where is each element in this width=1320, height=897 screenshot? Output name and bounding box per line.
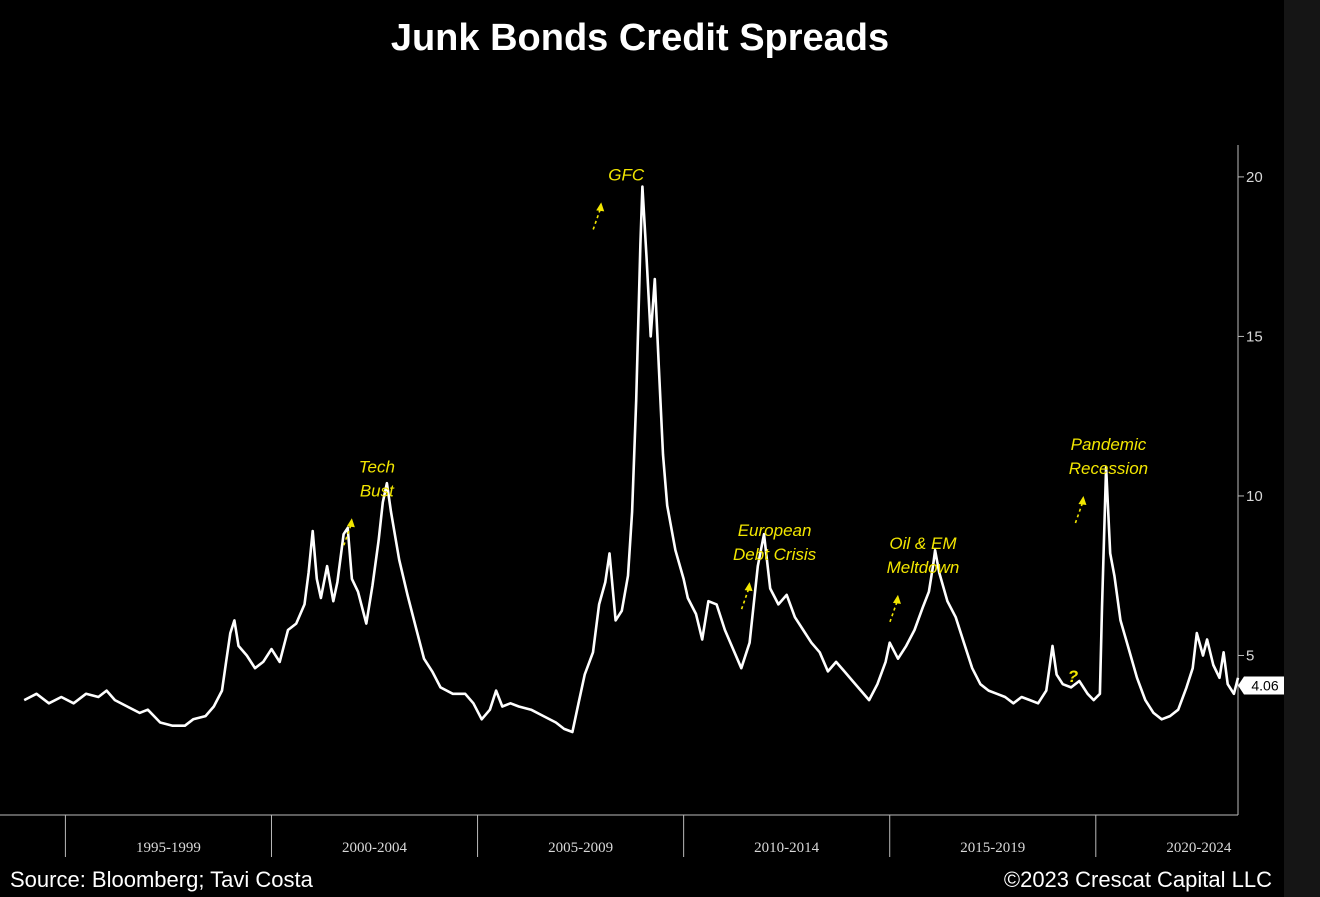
annotation-arrow-shaft [1074,502,1084,524]
annotation-arrow-shaft [592,209,601,230]
annotation-label: Recession [1069,459,1148,478]
annotation-label: Tech [359,457,395,476]
x-period-label: 2005-2009 [548,840,613,856]
y-tick-label: 20 [1246,169,1263,186]
axes [0,145,1239,816]
series-line [23,185,1240,734]
last-value-marker: 4.06 [1238,676,1284,695]
x-period-label: 2000-2004 [342,840,407,856]
annotation-arrow-head [596,202,605,212]
y-tick-label: 5 [1246,647,1254,664]
chart-title: Junk Bonds Credit Spreads [391,17,889,59]
annotation-label: Bust [360,481,395,500]
annotation-label: Meltdown [887,558,960,577]
copyright-text: ©2023 Crescat Capital LLC [1004,867,1272,892]
annotation-label: Pandemic [1071,435,1147,454]
annotation-label: European [738,521,812,540]
annotation-label: GFC [608,165,645,184]
source-text: Source: Bloomberg; Tavi Costa [10,867,314,892]
annotations: Tech Bust GFC European Debt Crisis Oil & EM Me… [343,165,1148,623]
x-ticks: 1995-1999 2000-2004 2005-2009 2010-2014 2015… [64,815,1232,857]
x-period-label: 2010-2014 [754,840,819,856]
annotation-arrow-shaft [740,588,750,610]
annotation-arrow-head [744,582,753,592]
y-tick-label: 10 [1246,488,1263,505]
annotation-label: Debt Crisis [733,545,817,564]
x-period-label: 1995-1999 [136,840,201,856]
annotation-arrow-shaft [889,601,898,623]
question-mark: ? [1068,667,1079,686]
annotation-arrow-head [1078,495,1087,505]
annotation-arrow-head [892,594,901,604]
x-period-label: 2020-2024 [1166,840,1231,856]
y-tick-label: 15 [1246,328,1263,345]
right-edge-strip [1284,0,1320,897]
x-period-label: 2015-2019 [960,840,1025,856]
annotation-arrow-head [346,518,355,528]
annotation-label: Oil & EM [889,534,957,553]
last-value-label: 4.06 [1251,677,1278,693]
last-value-box [1238,676,1284,695]
y-ticks: 5 10 15 20 [1238,169,1263,664]
